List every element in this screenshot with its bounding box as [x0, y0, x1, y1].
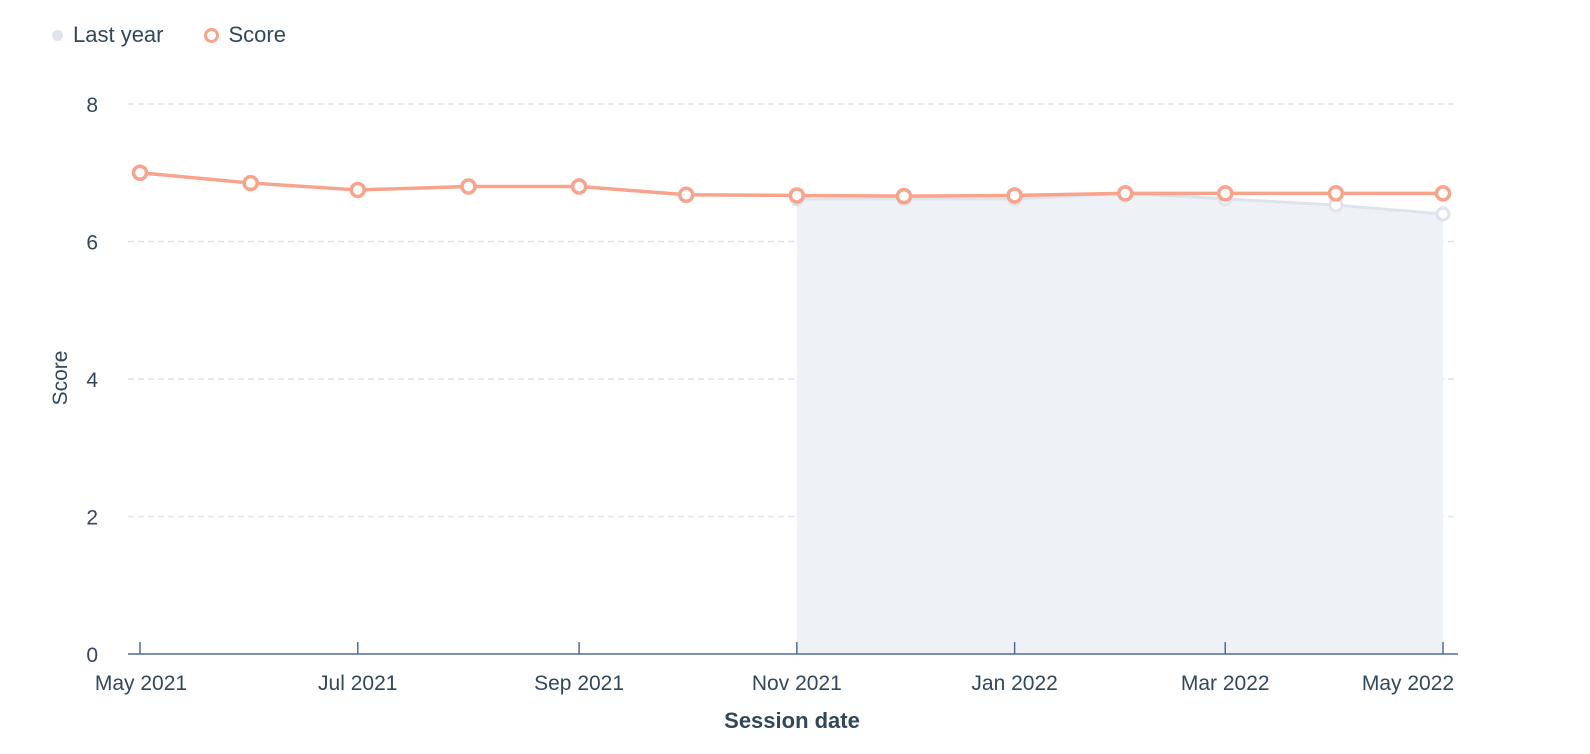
- y-tick-label: 6: [86, 232, 98, 255]
- score-point: [1117, 185, 1134, 202]
- score-point: [131, 164, 149, 181]
- score-point: [570, 178, 588, 195]
- x-tick-label: Jul 2021: [318, 672, 397, 695]
- y-tick-label: 4: [86, 369, 98, 392]
- score-point: [1216, 185, 1234, 202]
- x-tick-label: Sep 2021: [534, 672, 624, 695]
- x-tick-label: May 2022: [1362, 672, 1454, 695]
- last-year-point: [1435, 206, 1451, 222]
- score-point: [677, 186, 695, 203]
- last-year-area: [796, 193, 1443, 654]
- x-axis-title: Session date: [724, 708, 860, 733]
- x-tick-label: Jan 2022: [971, 672, 1057, 695]
- x-tick-label: Nov 2021: [752, 672, 842, 695]
- y-axis: 0 2 4 6 8: [86, 94, 98, 667]
- score-point: [895, 187, 913, 205]
- x-tick-label: Mar 2022: [1181, 672, 1270, 695]
- x-axis: May 2021 Jul 2021 Sep 2021 Nov 2021 Jan 2022…: [95, 642, 1458, 695]
- gridlines: [128, 103, 1458, 518]
- score-point: [349, 181, 367, 199]
- score-point: [1434, 185, 1452, 202]
- score-point: [1327, 185, 1345, 202]
- last-year-series: [789, 185, 1451, 654]
- legend-score-label: Score: [228, 22, 286, 47]
- legend-last-year-marker-icon: [52, 29, 63, 41]
- y-axis-title: Score: [49, 351, 72, 406]
- legend-score-marker-icon: [203, 27, 219, 43]
- chart-legend: Last year Score: [52, 18, 286, 52]
- legend-item-score[interactable]: Score: [203, 22, 286, 48]
- score-point: [788, 187, 806, 204]
- legend-last-year-label: Last year: [73, 22, 164, 47]
- legend-item-last-year[interactable]: Last year: [52, 22, 164, 48]
- y-tick-label: 0: [86, 644, 98, 667]
- x-tick-label: May 2021: [95, 672, 187, 695]
- score-point: [242, 174, 259, 192]
- y-tick-label: 8: [86, 94, 98, 117]
- score-series: [131, 164, 1452, 205]
- score-point: [460, 178, 477, 195]
- y-tick-label: 2: [86, 507, 98, 530]
- score-point: [1006, 187, 1023, 204]
